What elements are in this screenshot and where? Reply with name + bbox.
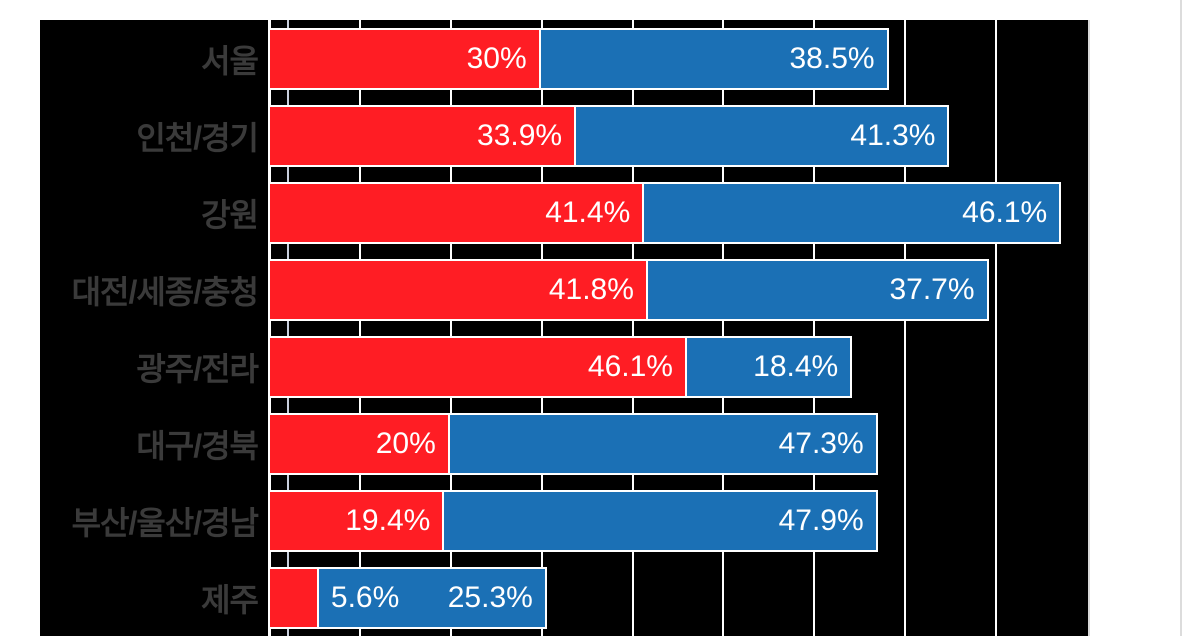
bar-segment-blue: 41.3% — [574, 105, 950, 167]
bar-segment-red: 30% — [268, 28, 541, 90]
gridline — [722, 20, 724, 636]
bar-row: 19.4% 47.9% — [268, 490, 878, 552]
gridline — [541, 20, 543, 636]
gridline — [632, 20, 634, 636]
bar-row: 5.6% 25.3% — [268, 567, 547, 629]
region-label: 인천/경기 — [136, 119, 259, 156]
bar-row: 41.4% 46.1% — [268, 182, 1062, 244]
value-label-red: 41.4% — [545, 196, 631, 229]
bar-segment-red: 41.8% — [268, 259, 648, 321]
region-label: 서울 — [201, 42, 259, 79]
value-label-red: 46.1% — [587, 350, 673, 383]
gridline — [813, 20, 815, 636]
bar-segment-red: 20% — [268, 413, 450, 475]
region-label: 강원 — [201, 196, 259, 233]
bar-row: 41.8% 37.7% — [268, 259, 989, 321]
bar-segment-blue: 46.1% — [642, 182, 1062, 244]
bar-segment-blue: 38.5% — [538, 28, 889, 90]
gridline-minor — [287, 20, 289, 636]
value-label-blue: 47.9% — [778, 504, 864, 537]
bar-segment-blue: 5.6% 25.3% — [316, 567, 547, 629]
value-label-blue: 47.3% — [778, 427, 864, 460]
region-label: 부산/울산/경남 — [71, 504, 259, 541]
value-label-blue: 38.5% — [789, 42, 875, 75]
bar-segment-red — [268, 567, 319, 629]
value-label-red: 20% — [375, 427, 436, 460]
value-label-red: 19.4% — [345, 504, 431, 537]
gridline — [904, 20, 906, 636]
value-label-blue: 41.3% — [850, 119, 936, 152]
bar-row: 30% 38.5% — [268, 28, 889, 90]
page-divider-line — [1180, 0, 1182, 636]
bar-row: 33.9% 41.3% — [268, 105, 950, 167]
bar-segment-blue: 37.7% — [645, 259, 989, 321]
bar-segment-blue: 47.3% — [447, 413, 878, 475]
value-label-red-outside: 5.6% — [330, 581, 400, 614]
bar-row: 46.1% 18.4% — [268, 336, 853, 398]
bar-segment-red: 19.4% — [268, 490, 445, 552]
value-label-blue: 37.7% — [889, 273, 975, 306]
value-label-red: 33.9% — [477, 119, 563, 152]
plot-right-border — [1088, 20, 1090, 636]
value-label-blue: 18.4% — [753, 350, 839, 383]
bar-segment-red: 33.9% — [268, 105, 577, 167]
region-label: 광주/전라 — [136, 350, 259, 387]
gridline — [995, 20, 997, 636]
bar-segment-blue: 47.9% — [442, 490, 878, 552]
region-label: 제주 — [201, 581, 259, 618]
bar-segment-blue: 18.4% — [684, 336, 853, 398]
gridline — [359, 20, 361, 636]
region-label: 대구/경북 — [136, 427, 259, 464]
gridline — [450, 20, 452, 636]
value-label-blue: 25.3% — [447, 581, 533, 614]
value-axis-line — [268, 20, 271, 636]
bar-segment-red: 41.4% — [268, 182, 645, 244]
value-label-red: 30% — [466, 42, 527, 75]
bar-segment-red: 46.1% — [268, 336, 687, 398]
bar-row: 20% 47.3% — [268, 413, 878, 475]
region-label: 대전/세종/충청 — [71, 273, 259, 310]
value-label-blue: 46.1% — [962, 196, 1048, 229]
value-label-red: 41.8% — [548, 273, 634, 306]
